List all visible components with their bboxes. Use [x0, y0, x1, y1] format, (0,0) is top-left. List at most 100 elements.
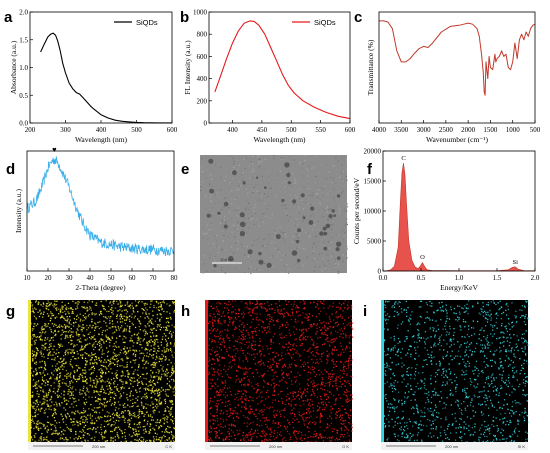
tem-grain: [232, 263, 234, 265]
element-signal: [174, 434, 177, 436]
element-signal: [81, 320, 84, 322]
element-signal: [302, 363, 304, 366]
element-signal: [95, 340, 97, 343]
tem-grain: [233, 160, 235, 162]
element-signal: [316, 434, 318, 436]
element-signal: [43, 437, 45, 439]
element-signal: [93, 382, 95, 385]
element-signal: [93, 342, 95, 344]
element-signal: [114, 380, 116, 382]
tem-grain: [321, 269, 323, 271]
element-signal: [139, 391, 141, 393]
element-signal: [167, 431, 169, 433]
element-signal: [134, 362, 136, 364]
element-signal: [269, 328, 271, 330]
tem-grain: [282, 254, 284, 256]
element-signal: [288, 301, 290, 303]
element-signal: [104, 366, 107, 368]
element-signal: [92, 363, 94, 365]
element-signal: [90, 422, 92, 424]
element-signal: [66, 316, 68, 318]
element-signal: [111, 402, 113, 405]
element-signal: [116, 337, 118, 339]
element-signal: [138, 409, 140, 411]
tem-grain: [211, 222, 213, 224]
element-signal: [35, 369, 37, 372]
element-signal: [256, 424, 258, 426]
element-signal: [325, 382, 327, 385]
element-signal: [37, 428, 39, 430]
element-signal: [263, 374, 265, 376]
element-signal: [346, 324, 348, 326]
element-signal: [166, 372, 168, 375]
tem-grain: [346, 223, 348, 226]
tem-grain: [206, 256, 208, 258]
element-signal: [104, 330, 106, 332]
element-signal: [174, 417, 176, 420]
element-signal: [280, 410, 282, 412]
tem-grain: [295, 233, 297, 235]
element-signal: [158, 399, 160, 401]
element-signal: [34, 335, 36, 337]
element-signal: [108, 365, 110, 367]
element-signal: [87, 428, 90, 430]
tem-grain: [218, 202, 220, 204]
element-signal: [123, 366, 125, 368]
element-signal: [112, 323, 114, 325]
tem-grain: [321, 225, 323, 227]
element-signal: [272, 320, 274, 322]
element-signal: [113, 302, 115, 305]
element-signal: [134, 359, 136, 362]
element-signal: [142, 396, 144, 398]
element-signal: [122, 404, 124, 406]
element-signal: [141, 308, 143, 310]
tem-grain: [322, 195, 324, 197]
element-signal: [279, 326, 281, 328]
element-signal: [156, 438, 158, 440]
element-signal: [219, 364, 221, 366]
element-signal: [289, 438, 291, 440]
tem-grain: [222, 224, 224, 226]
tem-grain: [288, 156, 290, 158]
element-signal: [43, 395, 45, 397]
element-signal: [62, 418, 64, 420]
element-signal: [300, 396, 302, 398]
element-signal: [79, 320, 81, 322]
element-signal: [233, 358, 235, 360]
element-signal: [351, 305, 353, 307]
tem-grain: [344, 232, 346, 234]
element-signal: [268, 419, 270, 421]
element-signal: [351, 426, 353, 429]
tem-grain: [304, 159, 306, 161]
tem-grain: [203, 263, 205, 265]
element-signal: [114, 363, 116, 366]
element-signal: [124, 322, 127, 325]
element-signal: [65, 334, 67, 336]
element-signal: [110, 339, 112, 341]
element-signal: [261, 435, 263, 438]
element-signal: [75, 389, 77, 391]
tem-grain: [214, 164, 216, 166]
element-signal: [141, 352, 143, 354]
element-signal: [241, 378, 243, 380]
tem-grain: [346, 218, 348, 220]
element-signal: [345, 426, 347, 428]
element-signal: [269, 318, 271, 320]
element-signal: [39, 422, 41, 424]
tem-grain: [325, 199, 327, 201]
element-signal: [77, 411, 79, 413]
element-signal: [165, 393, 167, 395]
element-signal: [351, 322, 354, 324]
element-signal: [291, 312, 294, 314]
element-signal: [149, 341, 151, 343]
element-signal: [101, 353, 103, 355]
element-signal: [100, 376, 103, 378]
element-signal: [141, 404, 143, 406]
element-signal: [136, 399, 139, 401]
element-signal: [228, 376, 230, 378]
tem-grain: [258, 155, 260, 157]
element-signal: [332, 338, 334, 340]
element-signal: [212, 319, 214, 321]
element-signal: [56, 377, 58, 380]
element-signal: [174, 342, 176, 344]
